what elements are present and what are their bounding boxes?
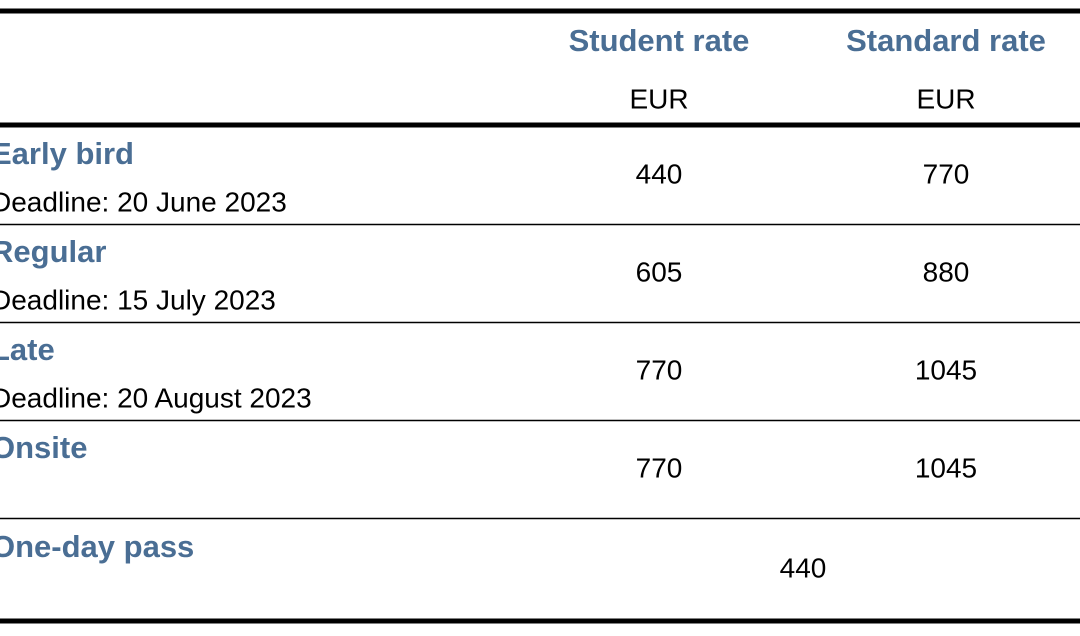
- row-label: One-day pass: [0, 529, 194, 564]
- column-unit: EUR: [916, 83, 975, 114]
- price: 770: [923, 158, 970, 189]
- price: 770: [636, 452, 683, 483]
- price: 1045: [915, 452, 977, 483]
- row-deadline: Deadline: 20 June 2023: [0, 186, 287, 217]
- row-deadline: Deadline: 20 August 2023: [0, 382, 312, 413]
- row-deadline: Deadline: 15 July 2023: [0, 284, 276, 315]
- price: 605: [636, 256, 683, 287]
- row-label: Early bird: [0, 136, 134, 171]
- row-label: Regular: [0, 234, 106, 269]
- price: 770: [636, 354, 683, 385]
- column-unit: EUR: [629, 83, 688, 114]
- price: 1045: [915, 354, 977, 385]
- row-label: Late: [0, 332, 55, 367]
- price: 440: [780, 552, 827, 583]
- row-label: Onsite: [0, 430, 87, 465]
- column-title: Student rate: [569, 23, 750, 58]
- price: 440: [636, 158, 683, 189]
- column-title: Standard rate: [846, 23, 1046, 58]
- price: 880: [923, 256, 970, 287]
